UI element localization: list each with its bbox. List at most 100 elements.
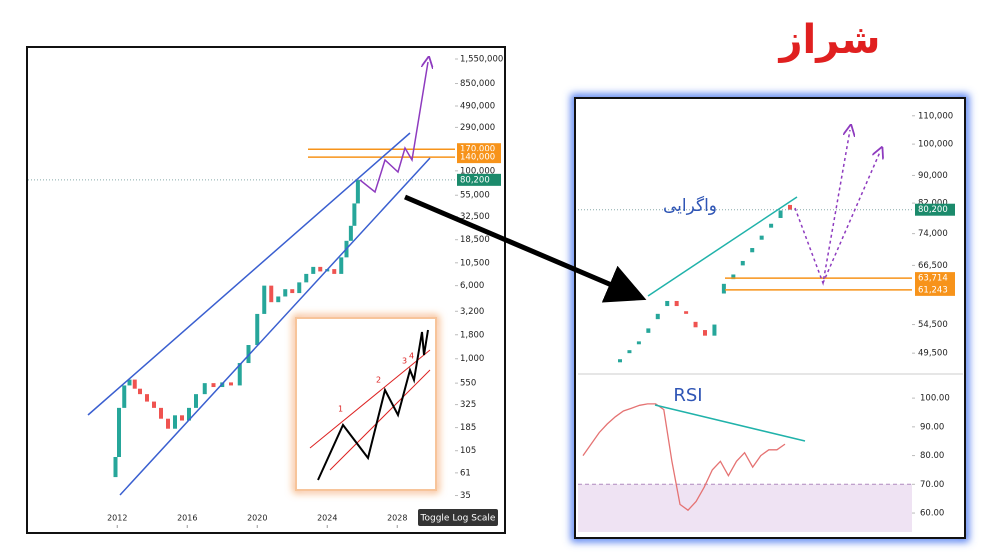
price-tag (915, 272, 955, 285)
candle (166, 418, 170, 429)
rsi-trendline (654, 404, 806, 442)
y-tick-label: 100.00 (920, 394, 950, 404)
candle (693, 321, 698, 328)
y-tick-label: 550 (460, 379, 476, 389)
y-tick-label: 90.00 (920, 422, 944, 432)
y-tick-label: 18,500 (460, 235, 490, 245)
divergence-label: واگرایی (663, 195, 717, 216)
candle (202, 383, 207, 395)
inset-frame (295, 317, 437, 491)
candle (211, 383, 216, 388)
y-tick-label: 850,000 (460, 79, 495, 89)
y-tick-label: 290,000 (460, 123, 495, 133)
candle (769, 223, 774, 228)
y-tick-label: 55,000 (460, 191, 490, 201)
candle (145, 394, 149, 402)
candle (269, 285, 274, 303)
candle (731, 274, 736, 280)
candle (636, 341, 641, 345)
candle (355, 179, 360, 204)
y-tick-label: 74,000 (918, 229, 948, 239)
candle (348, 225, 353, 241)
candle (339, 257, 344, 274)
y-tick-label: 1,000 (460, 354, 484, 364)
candle (283, 289, 288, 297)
chart-layer: 1,550,000850,000490,000290,000100,00055,… (28, 55, 955, 532)
candle (352, 203, 357, 226)
candle (180, 415, 184, 421)
candle (276, 296, 281, 303)
y-tick-label: 32,500 (460, 212, 490, 222)
candle (684, 311, 689, 314)
projection (359, 62, 428, 194)
price-tag (457, 173, 501, 186)
candle (778, 210, 783, 218)
rsi-title: RSI (673, 385, 702, 406)
candle (297, 282, 302, 294)
y-tick-label: 49,500 (918, 349, 948, 359)
y-tick-label: 61 (460, 468, 471, 478)
inset-upper (309, 349, 431, 449)
page-title: شراز (778, 17, 881, 63)
toggle-button[interactable] (418, 509, 498, 526)
inset-wave (317, 329, 429, 481)
candle (159, 407, 163, 419)
y-tick-label: 1,550,000 (460, 55, 503, 65)
candle (332, 269, 337, 274)
candle (132, 379, 137, 389)
toggle-label[interactable]: Toggle Log Scale (420, 514, 496, 524)
price-tag (915, 283, 955, 296)
y-tick-label: 70.00 (920, 480, 944, 490)
candle (262, 285, 267, 314)
y-tick-label: 3,200 (460, 307, 484, 317)
y-tick-label: 66,500 (918, 261, 948, 271)
candle (152, 401, 156, 408)
candle (740, 260, 745, 266)
candle (618, 359, 622, 363)
candle (127, 379, 132, 386)
candle (194, 394, 198, 408)
y-tick-label: 100,000 (460, 166, 495, 176)
y-tick-label: 6,000 (460, 281, 484, 291)
y-tick-label: 185 (460, 423, 476, 433)
candle (646, 328, 651, 333)
candle (122, 385, 127, 408)
candle (703, 330, 707, 336)
candle (311, 266, 316, 274)
candle (255, 313, 260, 346)
candle (304, 273, 309, 283)
wave-label: 1 (338, 405, 343, 414)
candle (117, 407, 121, 457)
price-trendline (647, 196, 798, 297)
y-tick-label: 1,800 (460, 330, 484, 340)
candle (229, 382, 233, 386)
link-arrow (404, 194, 647, 303)
x-tick-label: 2020 (247, 514, 267, 523)
price-tag-label: 140,000 (460, 153, 495, 163)
x-tick-label: 2016 (177, 514, 197, 523)
candle (750, 248, 755, 253)
candle (665, 300, 670, 307)
candle (788, 204, 792, 210)
right-frame (574, 97, 966, 539)
wave-label: 4 (409, 352, 414, 361)
candle (712, 324, 717, 336)
candle (113, 456, 118, 478)
y-tick-label: 90,000 (918, 171, 948, 181)
channel-lower (119, 157, 431, 496)
y-tick-label: 325 (460, 400, 476, 410)
candle (187, 407, 191, 421)
candle (759, 235, 764, 240)
y-tick-label: 490,000 (460, 101, 495, 111)
y-tick-label: 80.00 (920, 451, 944, 461)
candle (237, 363, 242, 386)
rsi-line (582, 403, 786, 512)
x-tick-label: 2024 (317, 514, 337, 523)
y-tick-label: 100,000 (918, 140, 953, 150)
price-tag (915, 203, 955, 216)
shade-zone (578, 484, 912, 532)
candle (674, 300, 679, 307)
price-tag-label: 80,200 (918, 205, 948, 215)
